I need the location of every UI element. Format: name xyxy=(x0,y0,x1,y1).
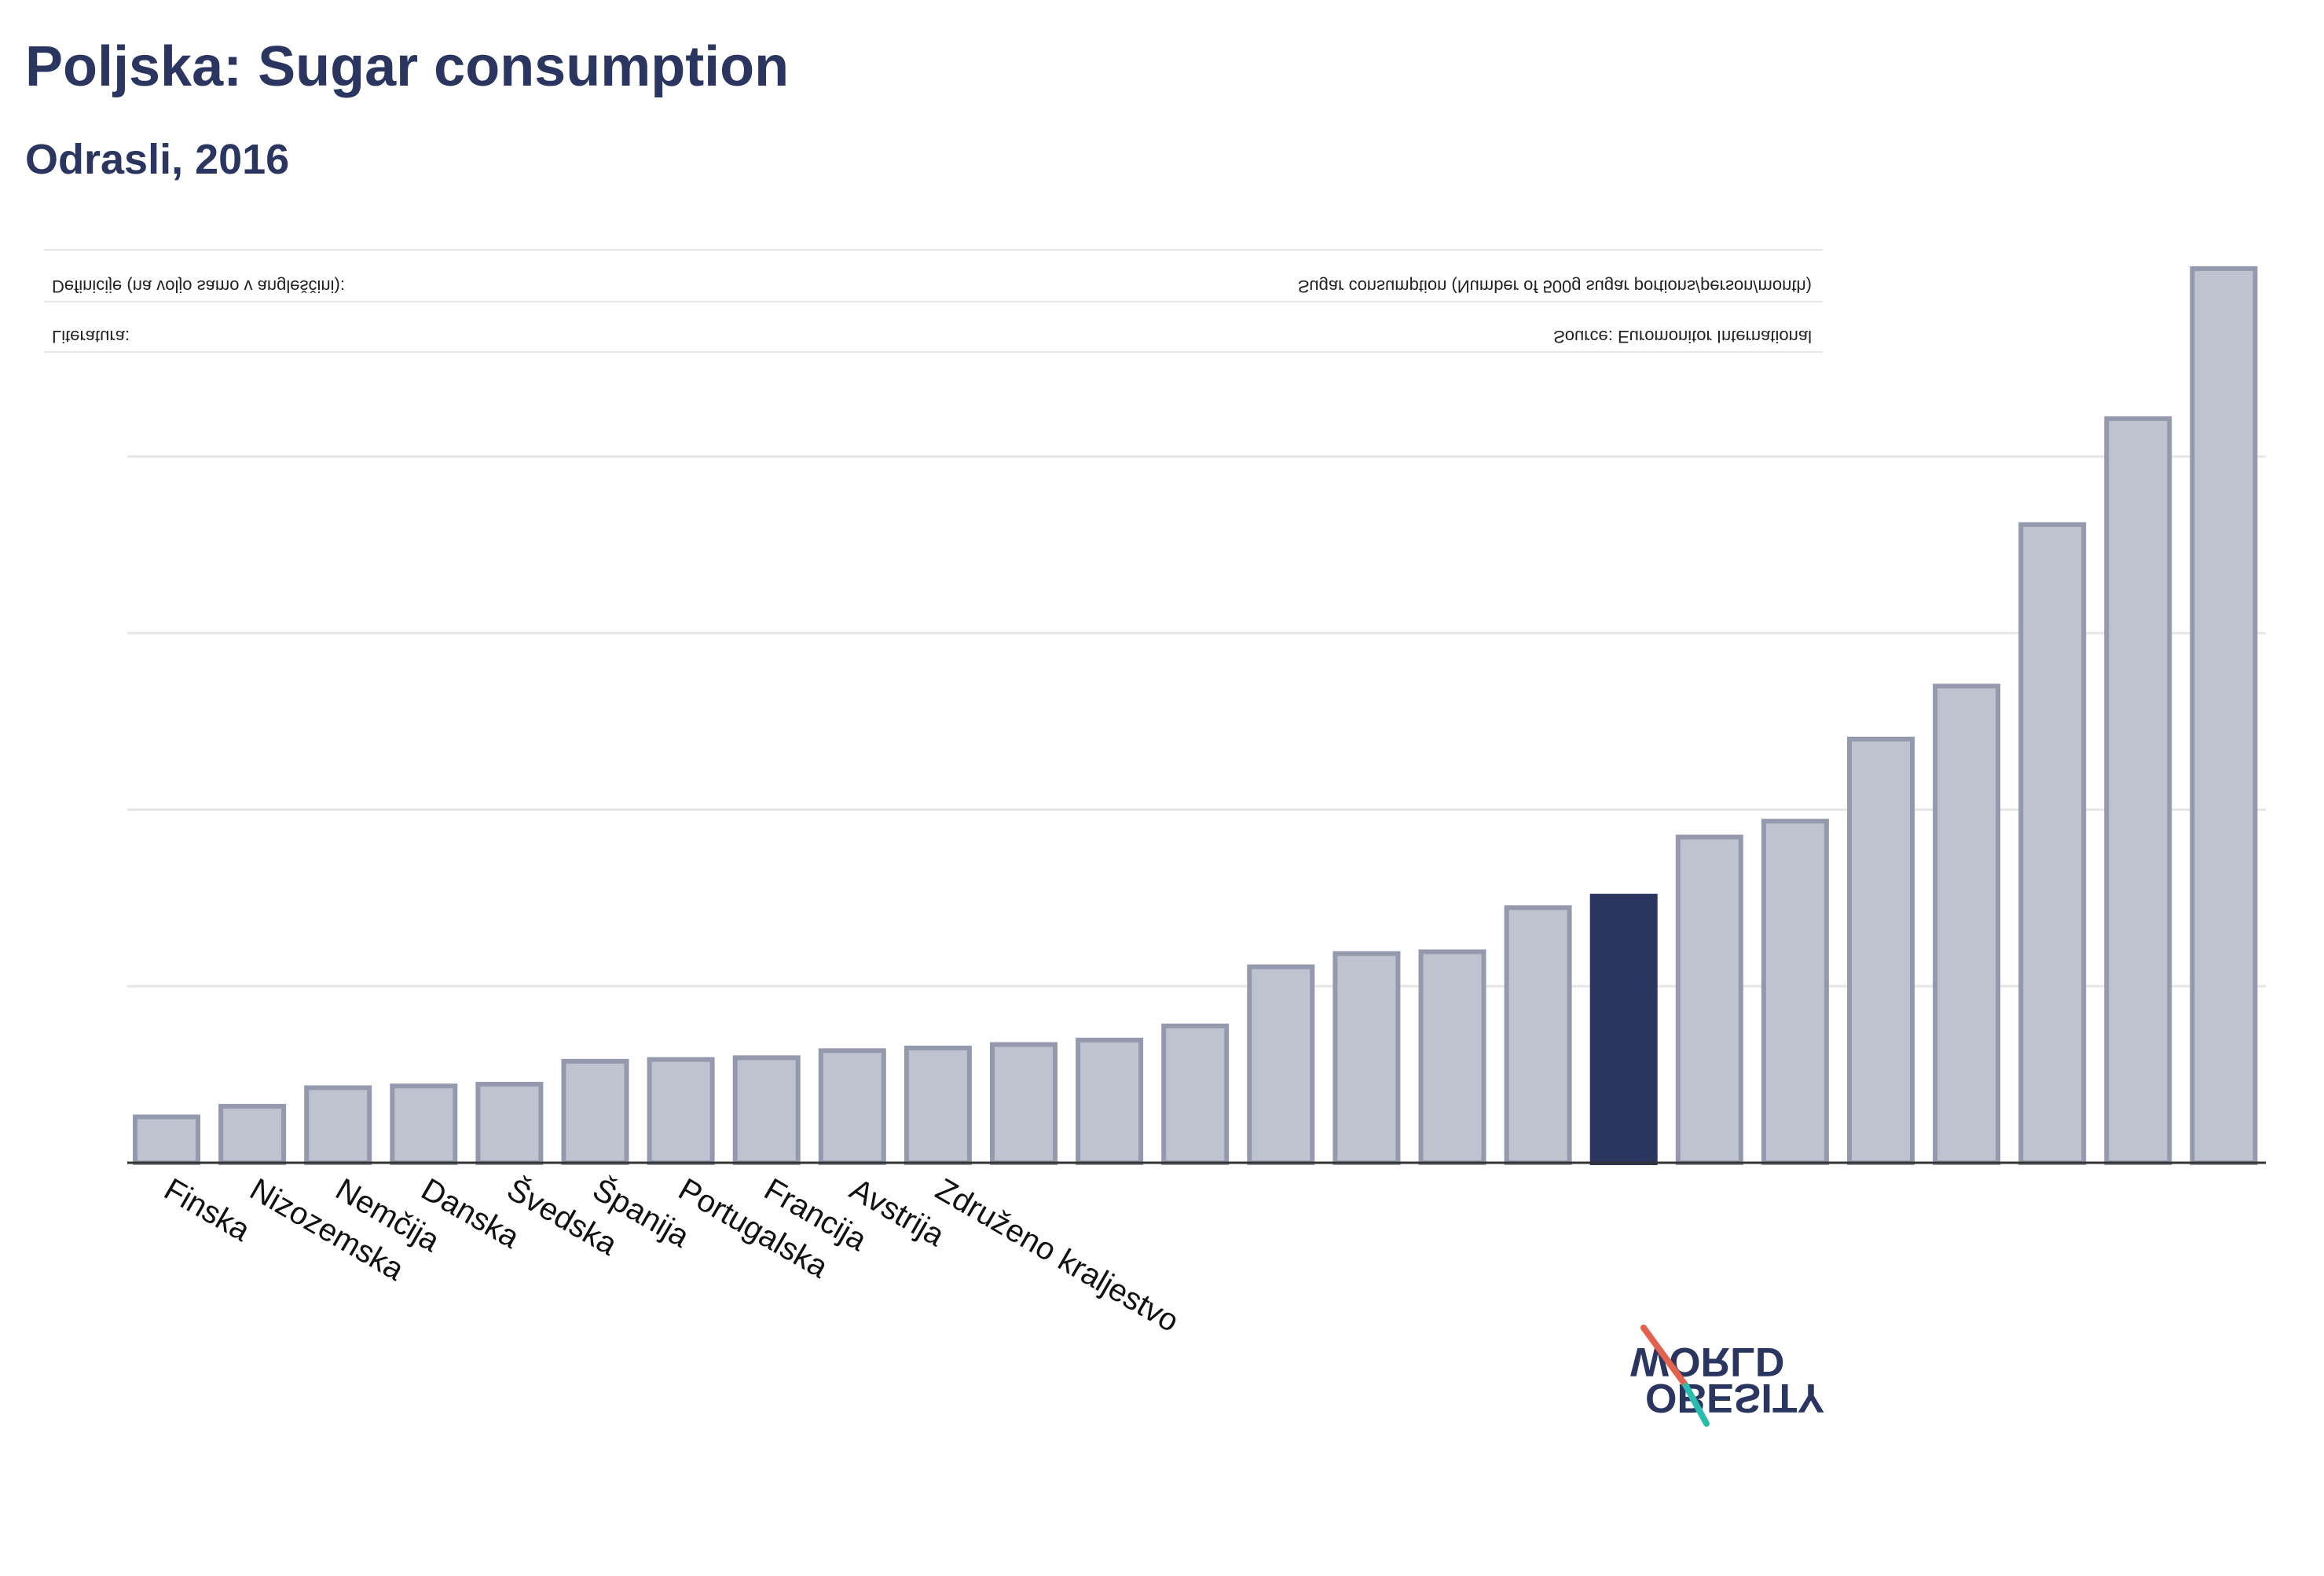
definitions-text: Sugar consumption (Number of 500g sugar … xyxy=(1298,277,1812,296)
bar xyxy=(304,1085,372,1165)
bars xyxy=(133,266,2258,1166)
bar xyxy=(904,1045,972,1165)
logo-obesity-text: OBESITY xyxy=(1645,1375,1824,1420)
bar xyxy=(732,1055,801,1166)
bar xyxy=(2190,266,2258,1165)
source-label: Literatura: xyxy=(52,327,130,346)
world-obesity-logo: OBESITY WORLD xyxy=(1630,1325,1824,1427)
chart-title: Poljska: Sugar consumption xyxy=(25,35,790,98)
bar xyxy=(1847,736,1915,1165)
bar xyxy=(1933,684,2001,1165)
bar xyxy=(1161,1023,1230,1165)
bar xyxy=(990,1042,1058,1165)
definitions-label: Definicije (na voljo samo v angleščini): xyxy=(52,277,345,296)
bar xyxy=(133,1114,200,1165)
x-tick-label: Združeno kraljestvo xyxy=(929,1172,1184,1340)
bar xyxy=(1675,834,1743,1165)
bar xyxy=(647,1057,715,1166)
bar xyxy=(1504,905,1572,1166)
bar xyxy=(1761,819,1829,1165)
bar xyxy=(2018,522,2087,1165)
bar xyxy=(2104,416,2172,1165)
x-tick-labels: FinskaNizozemskaNemčijaDanskaŠvedskaŠpan… xyxy=(159,1171,1185,1339)
definitions-note: Definicije (na voljo samo v angleščini):… xyxy=(44,249,1823,353)
logo-red-stroke xyxy=(1640,1325,1689,1389)
bar xyxy=(818,1048,886,1165)
bar xyxy=(561,1058,629,1165)
bar xyxy=(218,1104,287,1165)
source-text: Source: Euromonitor International xyxy=(1553,327,1812,346)
bar xyxy=(1076,1037,1144,1166)
bar xyxy=(475,1082,544,1165)
x-tick-label: Finska xyxy=(159,1172,257,1248)
bar xyxy=(1247,964,1315,1165)
logo-teal-stroke xyxy=(1683,1383,1710,1427)
bar xyxy=(390,1083,458,1165)
bar xyxy=(1418,949,1486,1165)
bar-highlighted xyxy=(1589,893,1658,1165)
chart-subtitle: Odrasli, 2016 xyxy=(25,136,290,183)
bar xyxy=(1332,951,1401,1165)
